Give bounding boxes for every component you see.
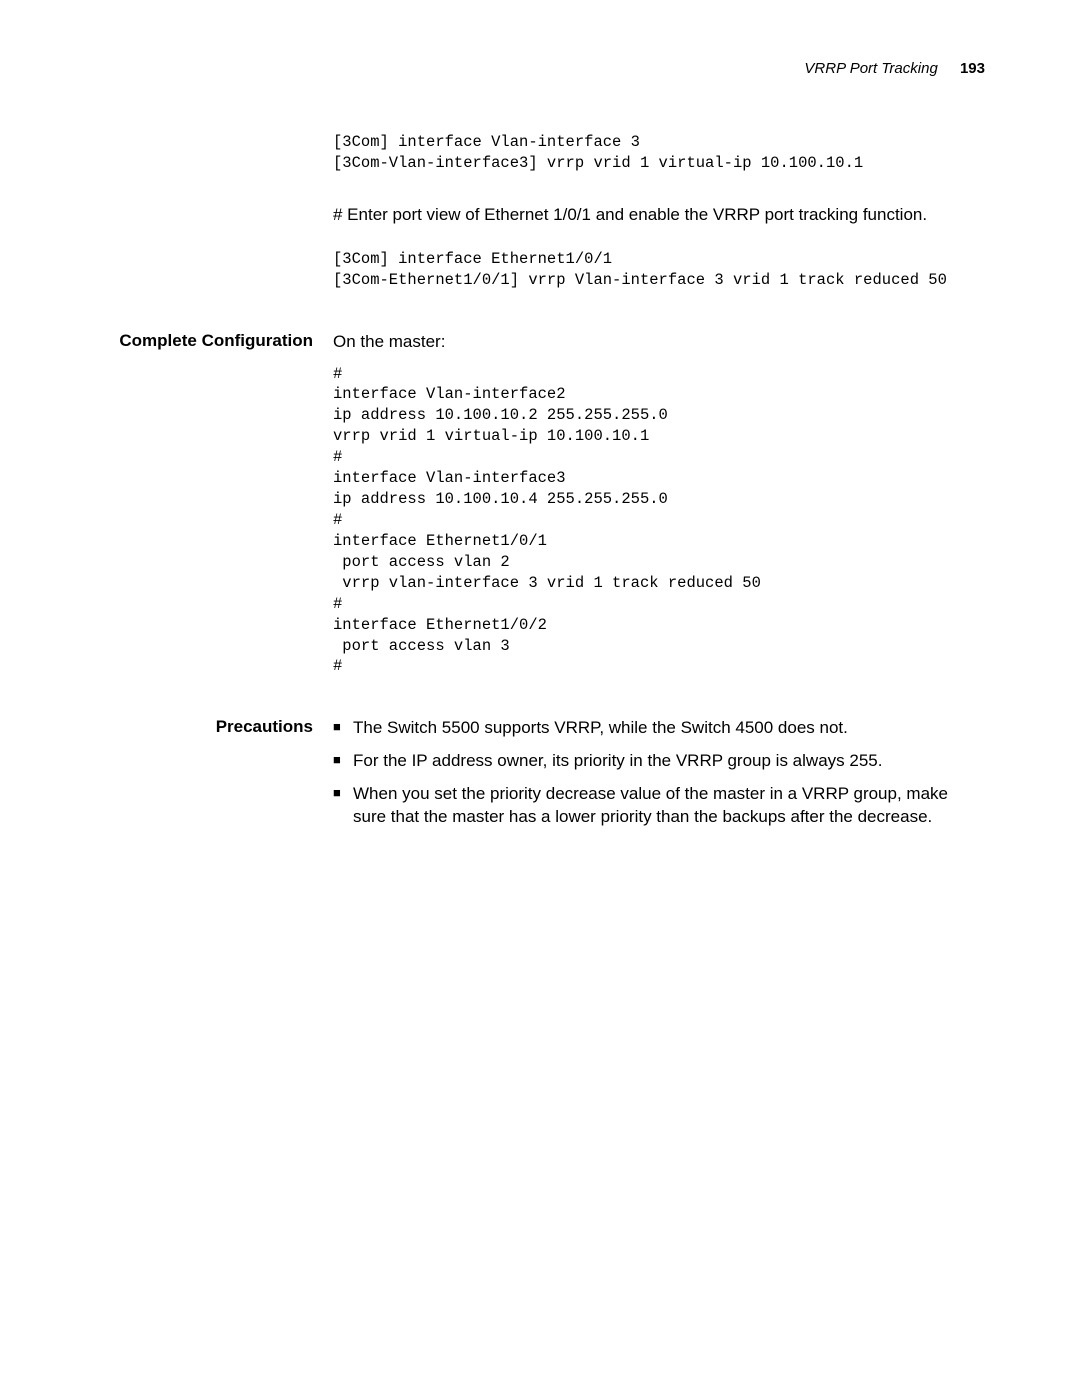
- instruction-text: # Enter port view of Ethernet 1/0/1 and …: [333, 204, 985, 227]
- right-col: [3Com] interface Ethernet1/0/1 [3Com-Eth…: [333, 249, 985, 291]
- right-col: [3Com] interface Vlan-interface 3 [3Com-…: [333, 132, 985, 174]
- code-block-2: [3Com] interface Ethernet1/0/1 [3Com-Eth…: [333, 249, 985, 291]
- code-block-2-row: [3Com] interface Ethernet1/0/1 [3Com-Eth…: [95, 249, 985, 291]
- complete-config-label: Complete Configuration: [119, 331, 313, 350]
- complete-config-row: Complete Configuration On the master: # …: [95, 331, 985, 678]
- code-block-1: [3Com] interface Vlan-interface 3 [3Com-…: [333, 132, 985, 174]
- left-col-label: Complete Configuration: [95, 331, 333, 678]
- right-col: ■ The Switch 5500 supports VRRP, while t…: [333, 717, 985, 839]
- page-container: VRRP Port Tracking 193 [3Com] interface …: [0, 0, 1080, 1397]
- left-col-label: Precautions: [95, 717, 333, 839]
- code-block-1-row: [3Com] interface Vlan-interface 3 [3Com-…: [95, 132, 985, 174]
- left-col-empty: [95, 132, 333, 174]
- bullet-text: For the IP address owner, its priority i…: [353, 750, 985, 773]
- complete-config-code: # interface Vlan-interface2 ip address 1…: [333, 364, 985, 678]
- left-col-empty: [95, 204, 333, 227]
- bullet-item: ■ For the IP address owner, its priority…: [333, 750, 985, 773]
- bullet-marker-icon: ■: [333, 783, 353, 804]
- left-col-empty: [95, 249, 333, 291]
- bullet-item: ■ The Switch 5500 supports VRRP, while t…: [333, 717, 985, 740]
- bullet-marker-icon: ■: [333, 750, 353, 771]
- instruction-row: # Enter port view of Ethernet 1/0/1 and …: [95, 204, 985, 227]
- precautions-row: Precautions ■ The Switch 5500 supports V…: [95, 717, 985, 839]
- header-page-number: 193: [960, 60, 985, 77]
- bullet-item: ■ When you set the priority decrease val…: [333, 783, 985, 829]
- precautions-label: Precautions: [216, 717, 313, 736]
- right-col: On the master: # interface Vlan-interfac…: [333, 331, 985, 678]
- page-header: VRRP Port Tracking 193: [95, 60, 985, 77]
- bullet-text: When you set the priority decrease value…: [353, 783, 985, 829]
- complete-config-intro: On the master:: [333, 331, 985, 354]
- header-title: VRRP Port Tracking: [804, 60, 937, 77]
- bullet-text: The Switch 5500 supports VRRP, while the…: [353, 717, 985, 740]
- right-col: # Enter port view of Ethernet 1/0/1 and …: [333, 204, 985, 227]
- bullet-marker-icon: ■: [333, 717, 353, 738]
